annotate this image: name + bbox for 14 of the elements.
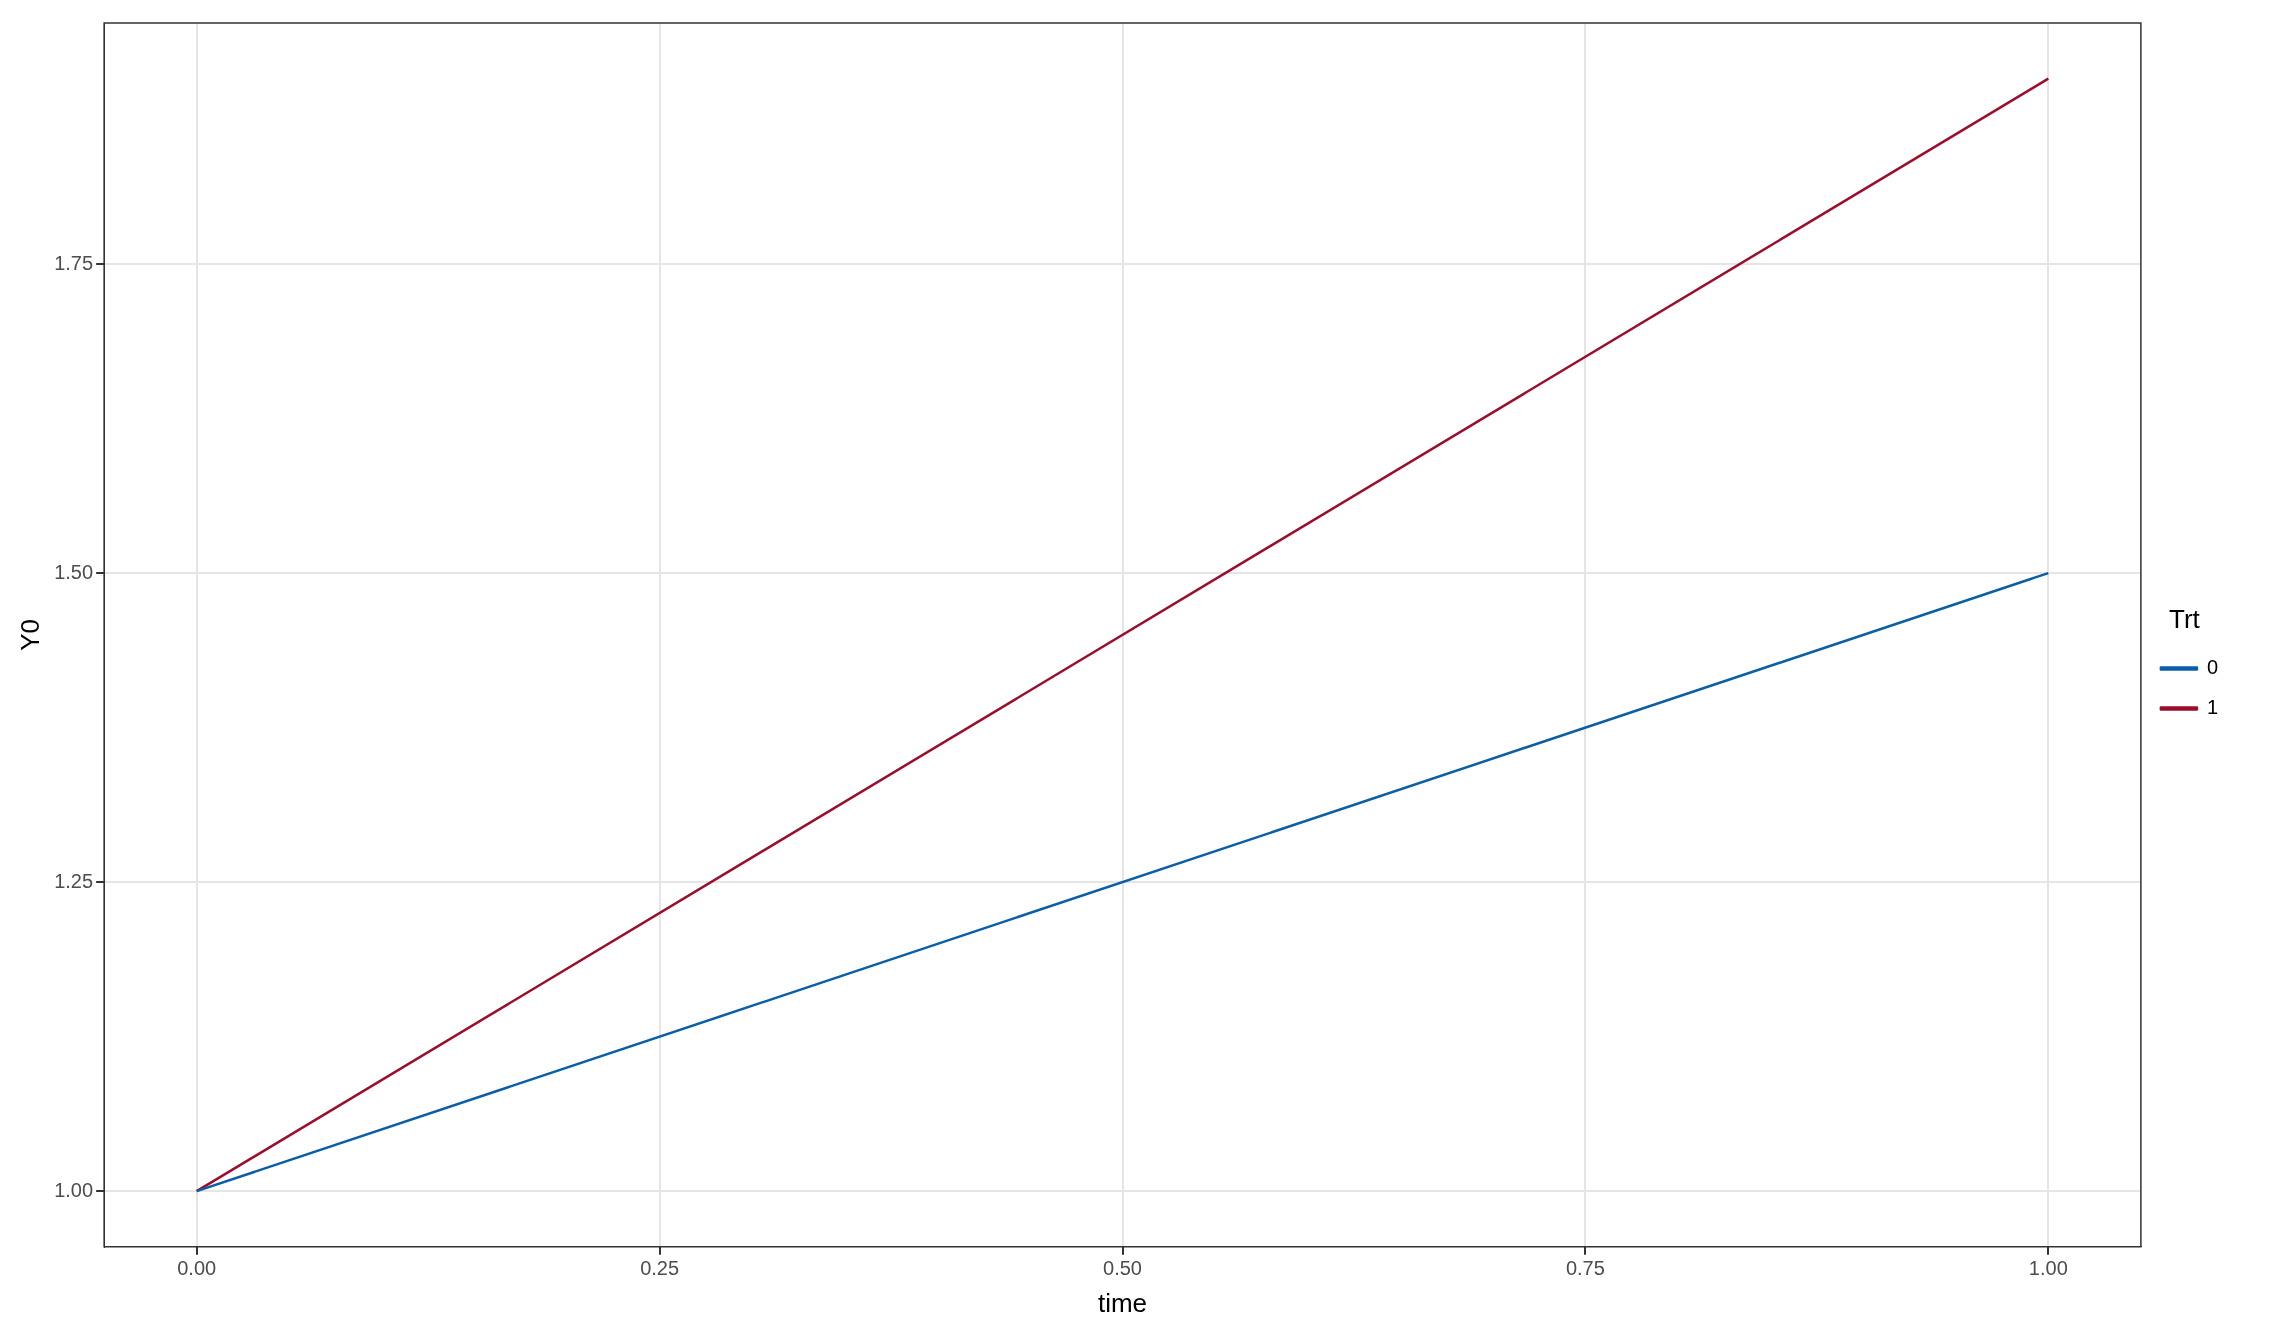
x-tick-label: 0.00: [177, 1257, 217, 1280]
y-tick-label: 1.00: [54, 1178, 94, 1201]
legend-label: 1: [2206, 696, 2218, 719]
legend-label: 0: [2206, 656, 2218, 679]
y-axis-title: Y0: [14, 618, 45, 651]
y-tick-label: 1.75: [54, 251, 94, 274]
x-axis-title: time: [1097, 1287, 1148, 1318]
y-tick-label: 1.50: [54, 560, 94, 583]
x-tick-label: 1.00: [2028, 1257, 2068, 1280]
x-tick-label: 0.50: [1103, 1257, 1142, 1280]
x-tick-label: 0.25: [640, 1257, 680, 1280]
y-tick-label: 1.25: [54, 869, 94, 892]
legend-title: Trt: [2169, 603, 2201, 634]
x-tick-label: 0.75: [1565, 1257, 1605, 1280]
